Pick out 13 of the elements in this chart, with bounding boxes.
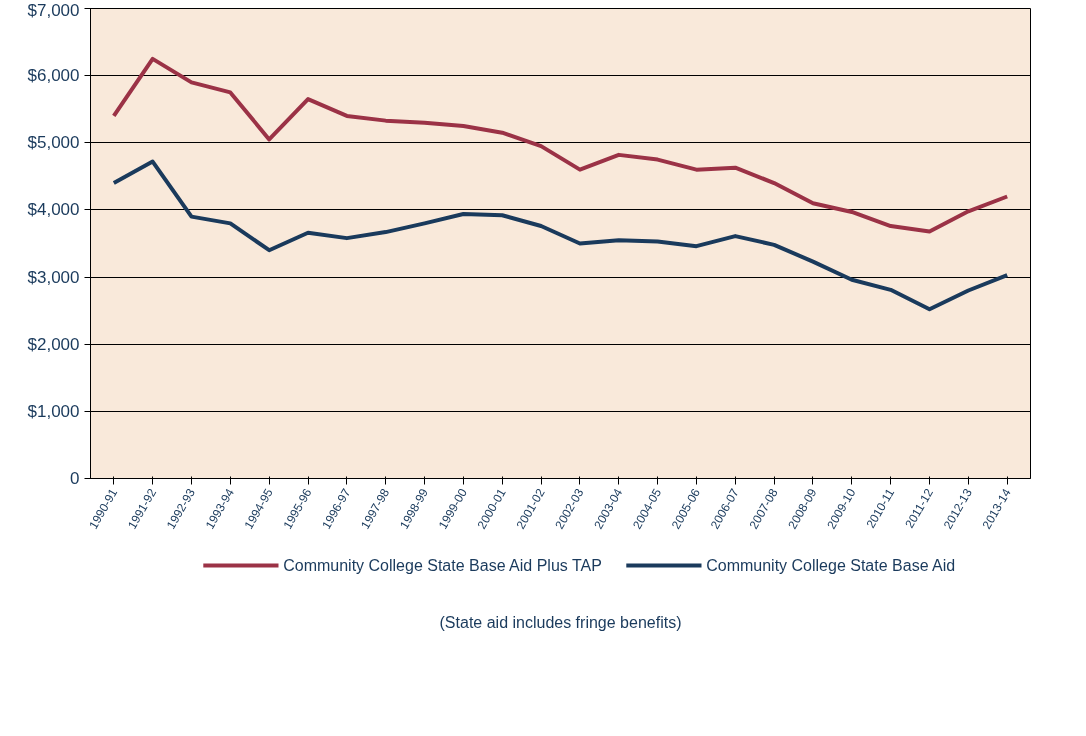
line-series [111, 159, 1010, 312]
text: (State aid includes fringe benefits) [439, 613, 682, 631]
y-tick-label: $6,000 [27, 66, 80, 86]
y-tick-label: $2,000 [27, 334, 80, 354]
y-tick-label: $5,000 [27, 133, 80, 153]
y-tick-label: $7,000 [27, 0, 80, 20]
legend-label: Community College State Base Aid [706, 557, 956, 574]
legend-label: Community College State Base Aid Plus TAP [283, 557, 602, 574]
y-tick-label: $3,000 [27, 267, 80, 287]
y-tick-label: $4,000 [27, 200, 80, 220]
y-tick-label: $1,000 [27, 401, 80, 421]
y-tick-label: 0 [70, 469, 80, 488]
line-series [111, 56, 1010, 234]
